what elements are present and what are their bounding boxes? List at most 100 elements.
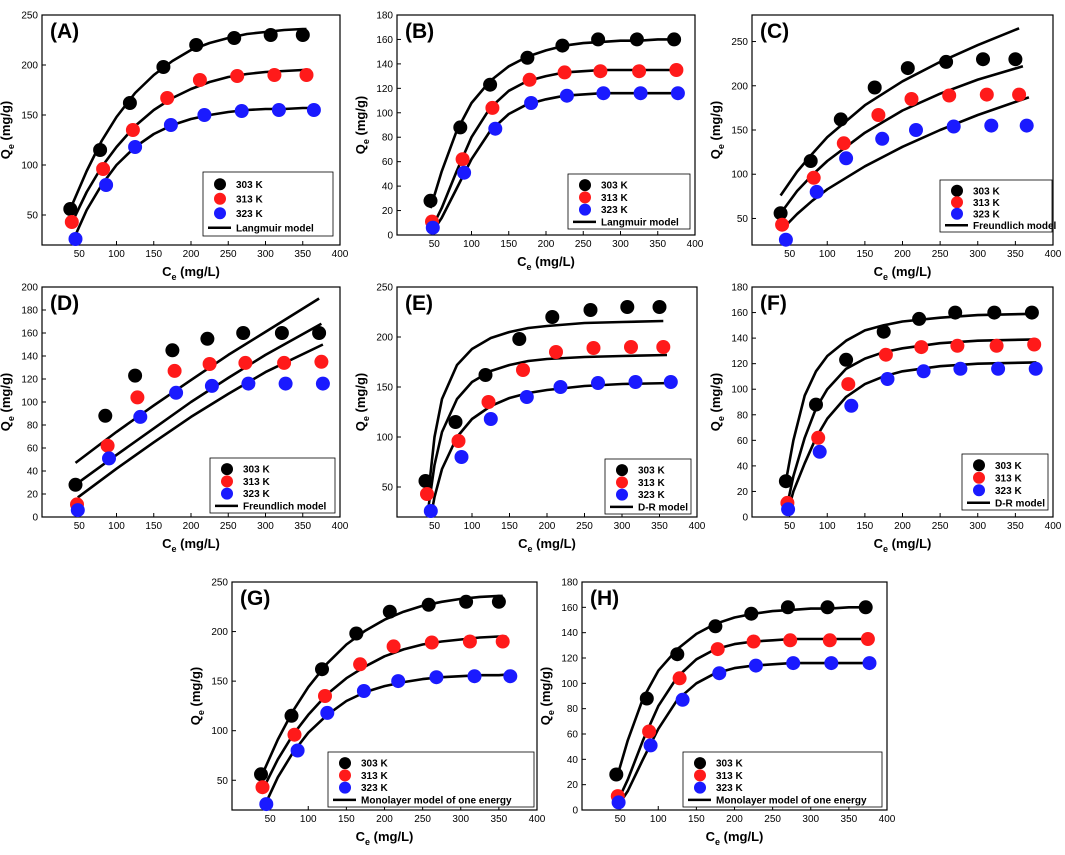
data-point-303k	[483, 77, 498, 92]
y-tick-label: 120	[731, 359, 748, 370]
y-tick-label: 20	[567, 780, 579, 791]
y-tick-label: 200	[211, 627, 228, 638]
x-tick-label: 200	[538, 239, 555, 250]
data-point-323k	[457, 165, 472, 180]
data-point-323k	[234, 104, 249, 118]
x-tick-label: 100	[300, 814, 317, 825]
data-point-313k	[516, 363, 530, 377]
y-tick-label: 150	[21, 111, 38, 122]
legend-label: 303 K	[995, 461, 1022, 472]
legend-label: 303 K	[236, 180, 263, 191]
data-point-323k	[953, 361, 968, 376]
legend-label: 313 K	[243, 477, 270, 488]
data-point-323k	[824, 656, 839, 671]
legend-label: D-R model	[995, 498, 1045, 509]
data-point-323k	[163, 118, 178, 132]
y-tick-label: 80	[737, 410, 749, 421]
y-tick-label: 0	[32, 513, 38, 524]
x-tick-label: 350	[649, 239, 666, 250]
y-tick-label: 20	[382, 206, 394, 217]
data-point-323k	[781, 502, 796, 517]
data-point-323k	[423, 504, 438, 518]
data-point-323k	[356, 684, 371, 698]
x-tick-label: 350	[294, 521, 311, 532]
model-curve-313k	[76, 322, 323, 485]
model-curve-303k	[74, 297, 320, 464]
legend-marker	[339, 757, 351, 770]
legend-marker	[214, 192, 226, 205]
y-tick-label: 100	[21, 161, 38, 172]
data-point-323k	[880, 372, 895, 386]
legend-label: 323 K	[601, 205, 628, 216]
data-point-323k	[197, 108, 212, 122]
data-point-303k	[803, 154, 818, 168]
x-tick-label: 250	[220, 249, 237, 260]
x-tick-label: 150	[688, 814, 705, 825]
data-point-303k	[491, 594, 506, 609]
legend-marker	[339, 769, 351, 782]
y-tick-label: 100	[731, 170, 748, 181]
y-tick-label: 60	[27, 444, 39, 455]
legend-label: 313 K	[716, 771, 743, 782]
data-point-323k	[591, 376, 605, 390]
data-point-323k	[68, 232, 83, 246]
y-tick-label: 150	[376, 383, 393, 394]
x-tick-label: 400	[332, 521, 349, 532]
legend-marker	[579, 191, 591, 204]
model-curve-303k	[779, 27, 1020, 197]
y-tick-label: 50	[382, 483, 394, 494]
x-tick-label: 50	[784, 521, 796, 532]
data-point-303k	[708, 619, 723, 634]
x-tick-label: 300	[257, 521, 274, 532]
y-tick-label: 120	[561, 654, 578, 665]
legend-marker	[951, 207, 963, 220]
y-tick-label: 50	[737, 214, 749, 225]
data-point-323k	[748, 658, 763, 673]
data-point-313k	[451, 434, 466, 448]
model-curve-313k	[786, 338, 1036, 505]
y-tick-label: 250	[211, 578, 228, 589]
data-point-313k	[989, 338, 1004, 353]
y-tick-label: 140	[376, 59, 393, 70]
x-axis-label: Ce (mg/L)	[874, 536, 932, 554]
data-point-323k	[133, 409, 148, 424]
x-tick-label: 400	[529, 814, 546, 825]
data-point-323k	[628, 375, 643, 389]
x-tick-label: 50	[429, 239, 441, 250]
legend-marker	[579, 203, 591, 216]
data-point-313k	[481, 395, 496, 409]
x-tick-label: 150	[145, 249, 162, 260]
data-point-303k	[478, 368, 493, 382]
data-point-313k	[202, 357, 217, 371]
data-point-323k	[290, 743, 305, 758]
data-point-303k	[670, 647, 685, 662]
panel-title: (F)	[760, 292, 787, 315]
data-point-313k	[950, 338, 965, 353]
data-point-313k	[871, 108, 886, 122]
data-point-303k	[583, 303, 598, 317]
x-tick-label: 400	[687, 239, 704, 250]
data-point-313k	[125, 123, 140, 137]
data-point-303k	[421, 597, 436, 612]
legend-label: 323 K	[716, 783, 743, 794]
y-axis-label: Qe (mg/g)	[353, 96, 371, 154]
y-tick-label: 40	[567, 755, 579, 766]
legend-label: 303 K	[638, 466, 665, 477]
data-point-323k	[875, 131, 890, 146]
data-point-303k	[555, 38, 570, 53]
data-point-313k	[255, 780, 270, 795]
data-point-313k	[811, 430, 826, 445]
data-point-323k	[559, 88, 574, 103]
data-point-303k	[667, 32, 682, 47]
data-point-323k	[204, 378, 219, 393]
x-tick-label: 250	[414, 814, 431, 825]
data-point-323k	[503, 669, 518, 684]
data-point-323k	[844, 398, 859, 413]
data-point-323k	[946, 119, 961, 134]
y-axis-label: Qe (mg/g)	[0, 101, 16, 159]
data-point-303k	[274, 326, 289, 340]
data-point-313k	[386, 639, 401, 654]
